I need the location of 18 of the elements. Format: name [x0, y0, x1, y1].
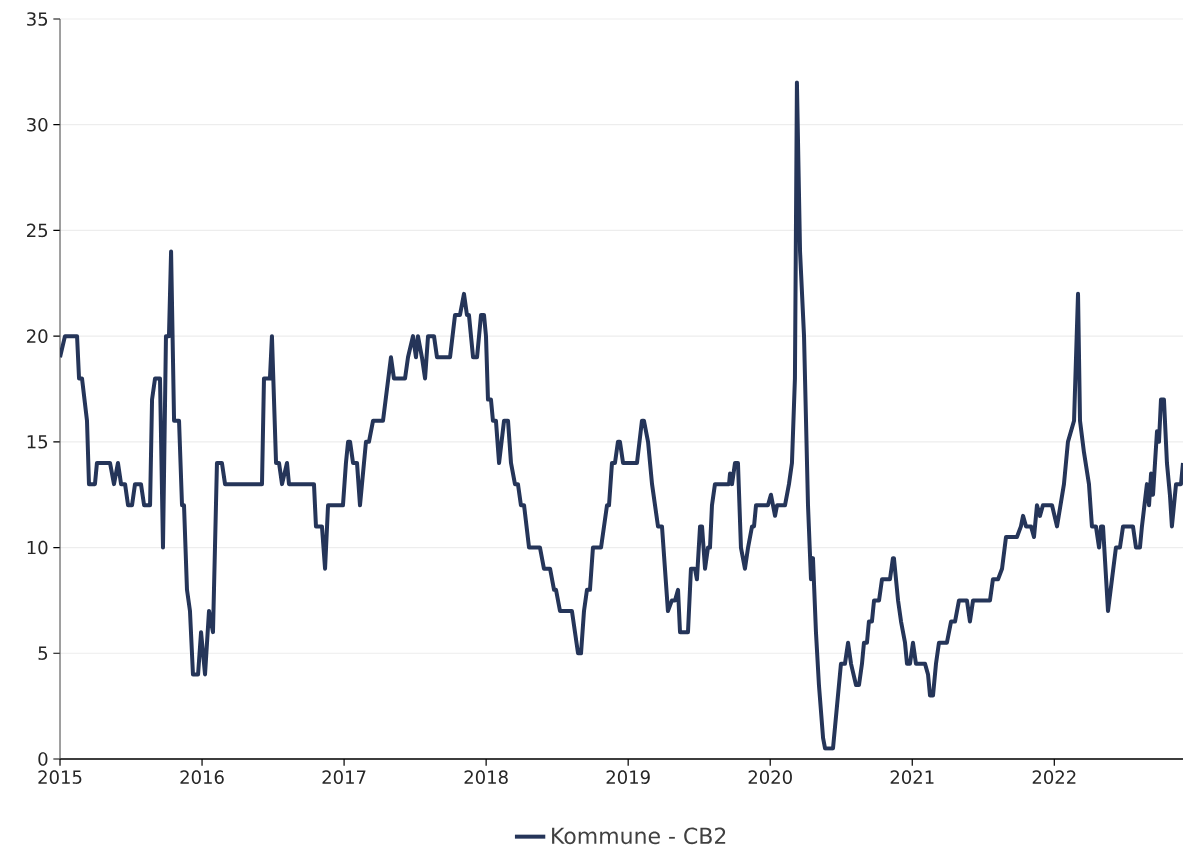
x-tick-label: 2019 — [606, 770, 650, 784]
y-tick-label: 25 — [27, 223, 48, 238]
y-tick-label: 0 — [38, 752, 48, 766]
x-tick-label: 2018 — [464, 770, 508, 784]
y-tick-label: 5 — [38, 646, 48, 660]
x-tick-label: 2020 — [748, 770, 792, 784]
y-tick-label: 35 — [27, 12, 48, 26]
x-tick-label: 2016 — [180, 770, 224, 784]
x-tick-label: 2015 — [38, 770, 82, 784]
x-tick-label: 2017 — [322, 770, 366, 784]
x-tick-label: 2021 — [890, 770, 934, 784]
y-tick-label: 15 — [27, 435, 48, 449]
x-tick-label: 2022 — [1032, 770, 1076, 784]
y-tick-label: 10 — [27, 540, 48, 555]
legend-label: Kommune - CB2 — [552, 827, 726, 845]
y-tick-label: 30 — [27, 117, 48, 132]
line-series — [60, 80, 1183, 751]
y-tick-label: 20 — [27, 329, 48, 343]
